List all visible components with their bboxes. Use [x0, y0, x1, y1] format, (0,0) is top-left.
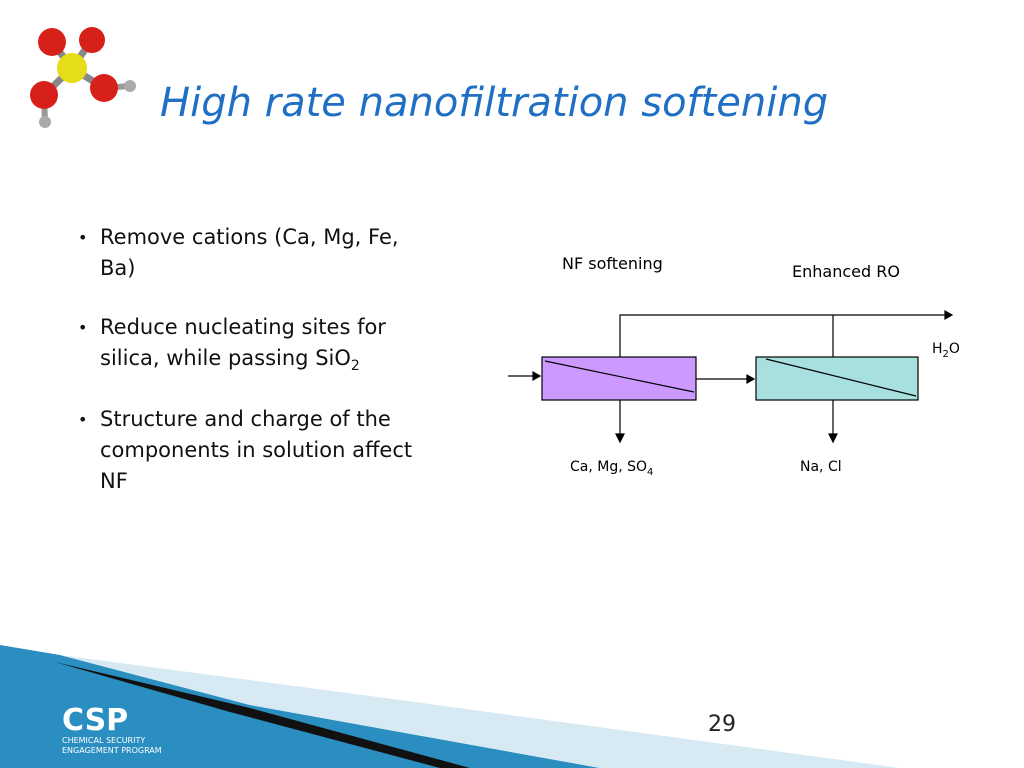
- title: High rate nanofiltration softening: [160, 80, 829, 126]
- logo-line: ENGAGEMENT PROGRAM: [62, 746, 162, 755]
- bullet-dot: •: [78, 228, 88, 247]
- bullet-line: Reduce nucleating sites for: [100, 312, 386, 343]
- swoosh-light: [60, 655, 900, 768]
- bullet: • Structure and charge of the components i…: [78, 404, 412, 497]
- swoosh-dark: [55, 662, 470, 768]
- swoosh: [0, 645, 600, 768]
- diagram-label: H2O: [932, 341, 960, 360]
- bullet-text: Ba): [100, 256, 136, 280]
- bullet-text: Structure and charge of the: [100, 407, 391, 431]
- bullet-line: Ba): [100, 253, 399, 284]
- page-number: 29: [708, 712, 736, 737]
- bullet-line: components in solution affect: [100, 435, 412, 466]
- bullet-dot: •: [78, 410, 88, 429]
- bullet: • Reduce nucleating sites for silica, whil…: [78, 312, 386, 382]
- diagram-label: Na, Cl: [800, 459, 842, 475]
- diagram-label: NF softening: [562, 254, 663, 273]
- bullet-text: NF: [100, 469, 128, 493]
- bullet-line: Structure and charge of the: [100, 404, 412, 435]
- molecule-icon: [30, 27, 136, 128]
- subscript: 2: [350, 358, 360, 375]
- diagram: [508, 309, 954, 444]
- bullet-text: Reduce nucleating sites for: [100, 315, 386, 339]
- bullet-dot: •: [78, 318, 88, 337]
- bullet-line: silica, while passing SiO2: [100, 343, 386, 382]
- diagram-label: Enhanced RO: [792, 262, 900, 281]
- diagram-label: Ca, Mg, SO4: [570, 459, 653, 478]
- bullet-line: Remove cations (Ca, Mg, Fe,: [100, 222, 399, 253]
- bullet-text: Remove cations (Ca, Mg, Fe,: [100, 225, 399, 249]
- bullet-text: silica, while passing SiO: [100, 346, 351, 370]
- bullet: • Remove cations (Ca, Mg, Fe, Ba): [78, 222, 399, 284]
- bullet-line: NF: [100, 466, 412, 497]
- logo: CSP: [62, 703, 128, 738]
- logo-line: CHEMICAL SECURITY: [62, 736, 145, 745]
- bullet-text: components in solution affect: [100, 438, 413, 462]
